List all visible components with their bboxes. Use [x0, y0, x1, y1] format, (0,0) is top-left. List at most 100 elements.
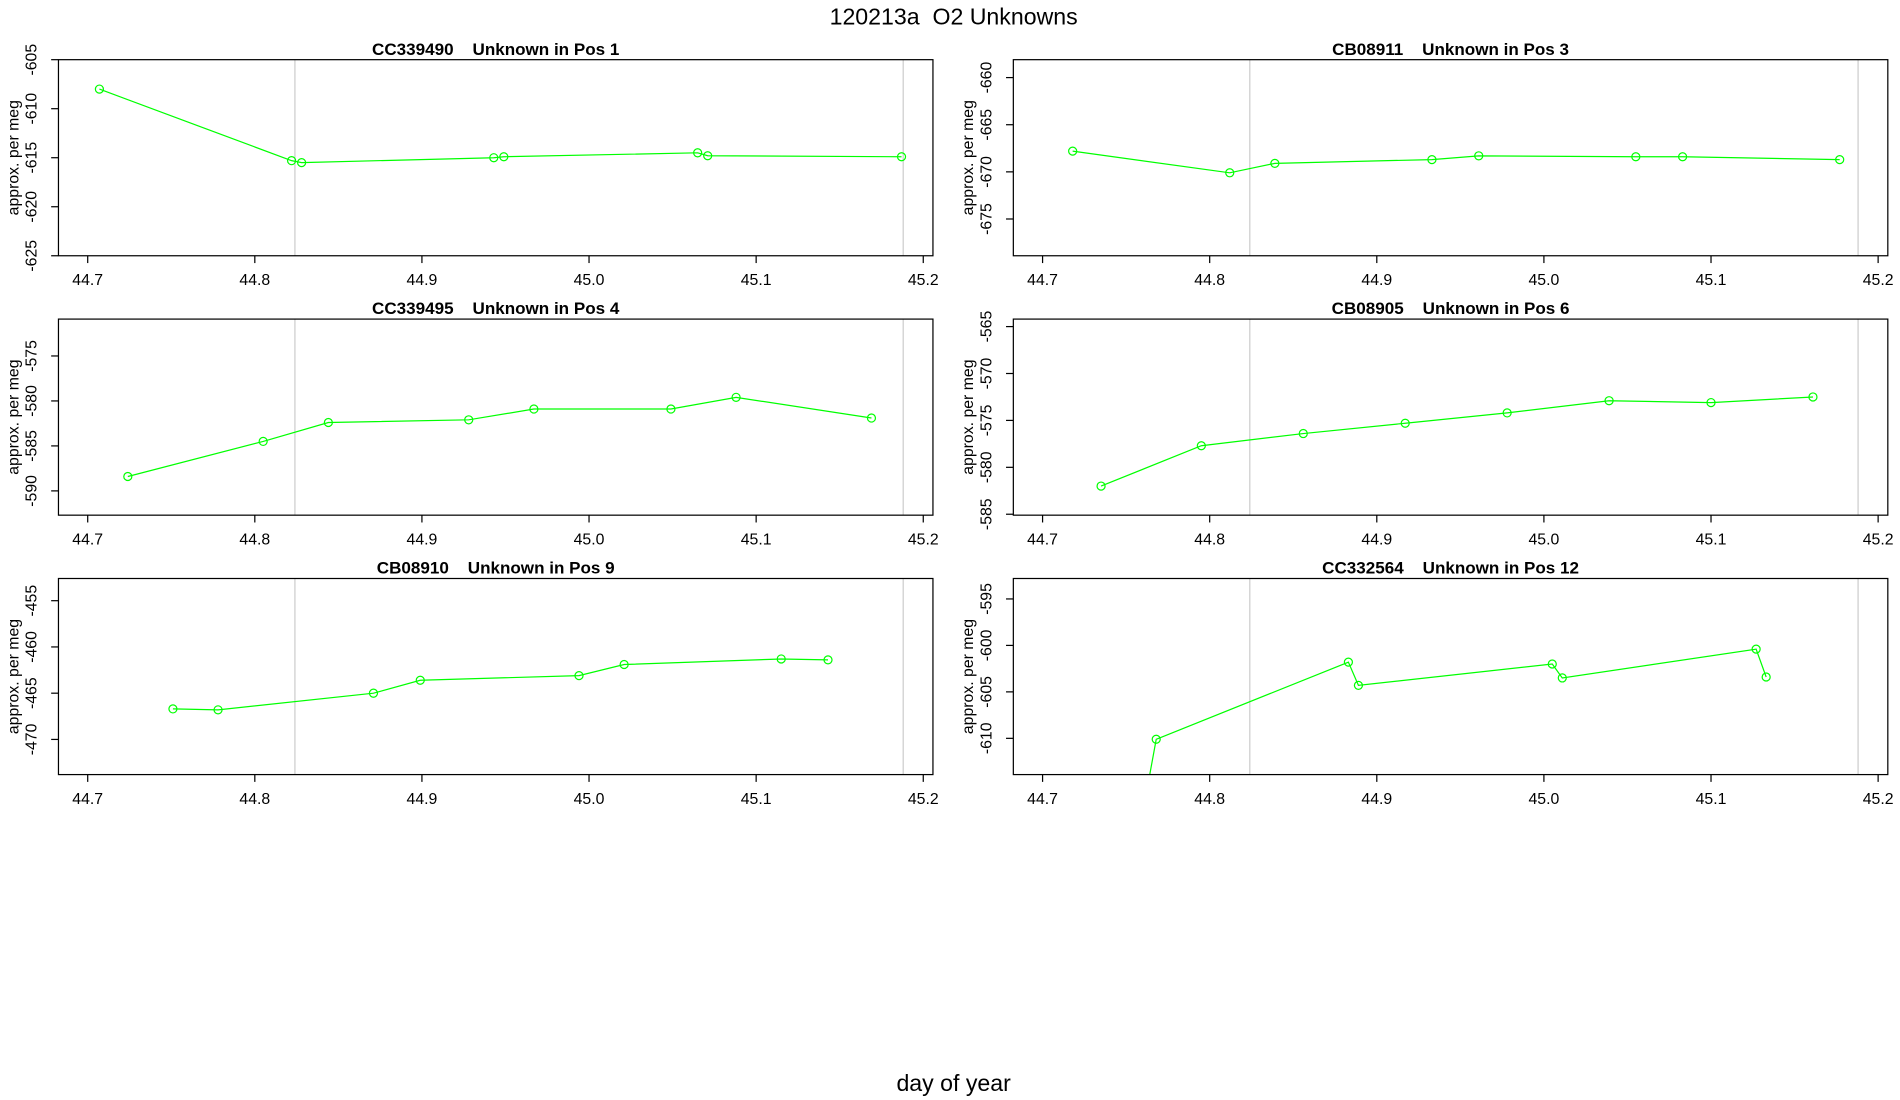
y-tick-label: -620: [24, 191, 41, 223]
data-point: [499, 152, 509, 162]
data-point: [731, 392, 741, 402]
data-line: [1100, 396, 1813, 487]
x-tick-label: 45.2: [908, 531, 939, 548]
panel-title: CC339490 Unknown in Pos 1: [372, 40, 619, 59]
x-tick-label: 45.0: [574, 531, 605, 548]
y-tick-label: -600: [978, 629, 995, 661]
panel-title: CB08910 Unknown in Pos 9: [377, 559, 615, 578]
figure-title: 120213a O2 Unknowns: [830, 3, 1078, 29]
data-point: [1142, 790, 1150, 798]
y-tick-label: -625: [24, 240, 41, 272]
data-point: [666, 404, 676, 414]
y-tick-label: -585: [24, 430, 41, 462]
y-tick-label: -565: [978, 311, 995, 343]
data-point: [213, 705, 223, 715]
y-tick-label: -585: [978, 498, 995, 530]
x-tick-label: 44.9: [407, 531, 438, 548]
data-line: [1149, 648, 1767, 775]
y-tick-label: -610: [24, 93, 41, 125]
data-point: [1427, 154, 1437, 165]
x-tick-label: 45.1: [1696, 791, 1727, 808]
panel-title: CC332564 Unknown in Pos 12: [1322, 559, 1579, 578]
data-point: [703, 151, 713, 161]
x-tick-label: 44.8: [1194, 791, 1225, 808]
data-point: [1502, 408, 1512, 418]
panel-title: CB08911 Unknown in Pos 3: [1332, 40, 1569, 59]
y-tick-label: -580: [24, 385, 41, 417]
series: [168, 654, 833, 715]
data-point: [286, 156, 297, 166]
x-tick-label: 44.9: [1361, 272, 1392, 289]
x-tick-label: 44.8: [239, 791, 270, 808]
data-point: [1298, 428, 1308, 439]
x-tick-label: 44.7: [1027, 272, 1058, 289]
data-point: [258, 436, 268, 447]
y-tick-label: -580: [978, 451, 995, 483]
x-tick-label: 44.9: [1361, 531, 1392, 548]
data-point: [1353, 680, 1364, 690]
x-tick-label: 45.2: [1863, 791, 1894, 808]
panel-title: CB08905 Unknown in Pos 6: [1332, 299, 1570, 318]
data-line: [1072, 150, 1840, 174]
x-tick-label: 44.7: [1027, 791, 1058, 808]
x-tick-label: 44.7: [72, 791, 103, 808]
x-tick-label: 44.9: [407, 272, 438, 289]
x-tick-label: 45.1: [741, 531, 772, 548]
data-point: [529, 404, 539, 414]
x-axis-label: day of year: [896, 1070, 1011, 1096]
y-tick-label: -675: [978, 203, 995, 235]
x-tick-label: 45.2: [908, 791, 939, 808]
data-point: [1604, 396, 1614, 406]
x-tick-label: 45.0: [1529, 272, 1560, 289]
data-point: [1547, 659, 1557, 669]
y-tick-label: -575: [24, 340, 41, 372]
y-axis-label: approx. per meg: [5, 359, 22, 474]
data-point: [1270, 158, 1280, 169]
plot-frame: [57, 577, 934, 776]
x-tick-label: 45.2: [908, 272, 939, 289]
data-point: [368, 688, 379, 698]
data-point: [866, 413, 877, 423]
data-line: [172, 658, 829, 711]
y-tick-label: -615: [24, 142, 41, 174]
data-point: [1808, 392, 1818, 402]
data-point: [1225, 168, 1235, 178]
y-tick-label: -575: [978, 404, 995, 436]
data-point: [415, 675, 425, 685]
data-point: [123, 471, 133, 482]
y-tick-label: -460: [24, 631, 41, 663]
plot-frame: [57, 59, 934, 257]
x-tick-label: 44.8: [239, 531, 270, 548]
x-tick-label: 45.1: [741, 272, 772, 289]
x-tick-label: 45.0: [574, 272, 605, 289]
data-point: [1631, 152, 1641, 162]
data-point: [1343, 657, 1354, 667]
y-tick-label: -590: [24, 475, 41, 507]
plot-frame: [1012, 59, 1889, 257]
data-point: [168, 704, 178, 714]
plot-frame: [1012, 577, 1889, 776]
data-point: [296, 157, 307, 168]
panel-title: CC339495 Unknown in Pos 4: [372, 299, 620, 318]
y-axis-label: approx. per meg: [960, 619, 977, 734]
y-tick-label: -570: [978, 357, 995, 389]
series: [1068, 146, 1845, 178]
x-tick-label: 44.7: [72, 272, 103, 289]
y-tick-label: -665: [978, 109, 995, 141]
y-tick-label: -605: [24, 44, 41, 76]
data-point: [1557, 673, 1567, 683]
x-tick-label: 45.1: [1696, 272, 1727, 289]
series: [1096, 392, 1818, 491]
data-point: [1068, 146, 1078, 156]
data-point: [823, 655, 833, 665]
data-point: [1196, 441, 1206, 451]
data-point: [693, 148, 703, 158]
x-tick-label: 45.2: [1863, 531, 1894, 548]
data-point: [323, 417, 333, 428]
x-tick-label: 44.9: [1361, 791, 1392, 808]
x-tick-label: 45.0: [574, 791, 605, 808]
series: [94, 84, 907, 168]
y-tick-label: -605: [978, 676, 995, 708]
plot-frame: [1012, 318, 1889, 516]
